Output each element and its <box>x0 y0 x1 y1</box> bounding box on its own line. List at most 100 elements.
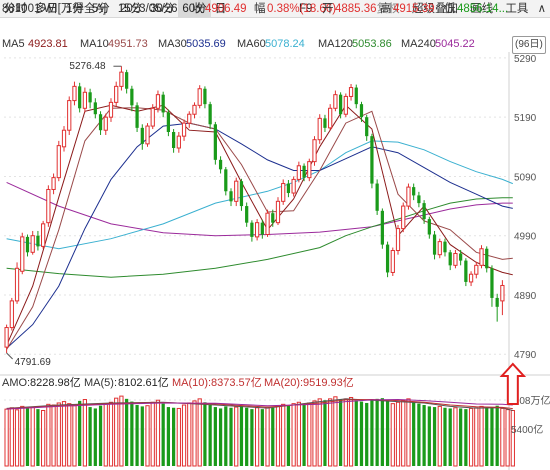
vol-ma10-label: MA(10): <box>172 377 212 389</box>
ma120-value: 5053.86 <box>352 38 392 50</box>
tab-5min[interactable]: 5分 <box>91 3 110 15</box>
volume-bar-down <box>203 402 207 466</box>
volume-bar-up <box>56 402 61 467</box>
candle-body-up <box>401 205 406 230</box>
volume-bar-down <box>98 405 103 466</box>
volume-bar-up <box>348 396 354 467</box>
price-tick-label: 5190 <box>514 113 537 124</box>
candle-body-up <box>108 101 114 118</box>
volume-bar-up <box>155 399 161 467</box>
volume-bar-up <box>406 398 411 467</box>
candle-body-up <box>4 327 9 348</box>
candle-body-up <box>72 85 77 102</box>
change-value: 0.38%(18.66) <box>267 3 337 15</box>
volume-bar-down <box>443 407 447 466</box>
vol-ma10-value: 8373.57亿 <box>211 377 262 389</box>
candle-body-up <box>176 135 181 149</box>
volume-bar-down <box>36 409 40 466</box>
volume-bar-up <box>103 403 108 467</box>
volume-bar-down <box>93 408 97 466</box>
candle-body-up <box>291 178 296 194</box>
candle-body-down <box>135 105 139 128</box>
ma10-value: 4951.73 <box>108 38 148 50</box>
candle-body-up <box>390 250 395 273</box>
candle-body-up <box>145 125 150 145</box>
toolbar-right: 复权 超级叠加 画线 工具 ∧ <box>368 0 546 18</box>
candle-body-down <box>166 112 171 132</box>
vol-ma5-value: 8102.61亿 <box>118 377 169 389</box>
ma120-line <box>6 197 513 278</box>
volume-ma20-line <box>6 398 513 410</box>
volume-bar-down <box>485 407 489 466</box>
candle-body-up <box>317 117 322 141</box>
low-label: 低 <box>444 3 456 15</box>
volume-bar-up <box>254 407 260 467</box>
volume-bar-down <box>448 408 452 466</box>
fuquan-button[interactable]: 复权 <box>376 3 400 15</box>
candle-body-up <box>9 300 14 329</box>
volume-bar-up <box>500 407 505 467</box>
volume-bar-down <box>135 405 139 466</box>
volume-bar-down <box>208 405 212 466</box>
price-tick-label: 5090 <box>514 172 537 183</box>
tab-daily[interactable]: 日 <box>214 3 227 15</box>
tab-60min[interactable]: 60分 <box>178 0 211 18</box>
candle-body-down <box>36 235 40 247</box>
candle-body-up <box>181 122 187 137</box>
volume-bar-up <box>187 402 192 467</box>
volume-bar-down <box>375 398 379 466</box>
candle-body-up <box>82 91 88 109</box>
candle-body-down <box>271 213 275 223</box>
volume-bar-up <box>510 410 515 467</box>
up-arrow-icon <box>499 362 527 405</box>
volume-bar-down <box>260 409 264 466</box>
candle-body-up <box>406 186 411 207</box>
volume-tick-label: 5400亿 <box>511 423 543 436</box>
chevron-up-icon[interactable]: ∧ <box>537 3 546 15</box>
candle-body-down <box>245 206 249 223</box>
ma240-label: MA240 <box>401 38 436 50</box>
volume-bar-down <box>286 405 291 466</box>
tab-1min[interactable]: 1分 <box>66 3 84 15</box>
candle-body-down <box>370 136 374 184</box>
annotations: 5276.48 4791.69 <box>6 61 527 405</box>
volume-bar-up <box>468 407 474 467</box>
price-tick-label: 4790 <box>514 350 537 361</box>
tools-button[interactable]: 工具 <box>505 3 529 15</box>
volume-bar-up <box>234 406 239 467</box>
candle-body-up <box>197 88 202 106</box>
ma-legend: MA5 4923.81 MA10 4951.73 MA30 5035.69 MA… <box>0 36 550 54</box>
overlay-button[interactable]: 超级叠加 <box>411 3 458 15</box>
candle-body-up <box>348 87 354 97</box>
volume-bar-down <box>490 407 494 466</box>
volume-bar-down <box>25 408 30 466</box>
close-label: 收 <box>192 3 204 15</box>
tab-fenshi[interactable]: 分时 <box>4 3 27 15</box>
candle-body-up <box>234 180 239 202</box>
tab-15min[interactable]: 15分 <box>117 3 143 15</box>
candle-body-up <box>395 228 401 252</box>
f9-button[interactable]: F9 <box>299 3 313 15</box>
tab-multiday[interactable]: 多日 <box>35 3 58 15</box>
volume-bar-up <box>61 401 67 467</box>
volume-bar-down <box>239 405 244 466</box>
candle-body-down <box>354 87 358 105</box>
volume-bar-up <box>51 404 56 467</box>
volume-bar-up <box>296 401 301 467</box>
volume-bar-up <box>291 403 296 467</box>
period-count-badge[interactable]: (96日) <box>512 36 546 54</box>
volume-bar-up <box>176 407 181 467</box>
volume-bar-up <box>390 403 395 467</box>
tab-30min[interactable]: 30分 <box>150 3 175 15</box>
volume-bar-down <box>359 401 364 466</box>
volume-bar-down <box>417 403 421 466</box>
ma240-line <box>6 181 513 237</box>
price-tick-label: 5290 <box>514 54 537 65</box>
ma5-label: MA5 <box>2 38 25 50</box>
volume-bar-down <box>78 400 82 466</box>
draw-line-button[interactable]: 画线 <box>470 3 494 15</box>
candle-body-down <box>208 104 212 125</box>
volume-bars <box>4 395 515 467</box>
volume-bar-up <box>281 403 286 467</box>
